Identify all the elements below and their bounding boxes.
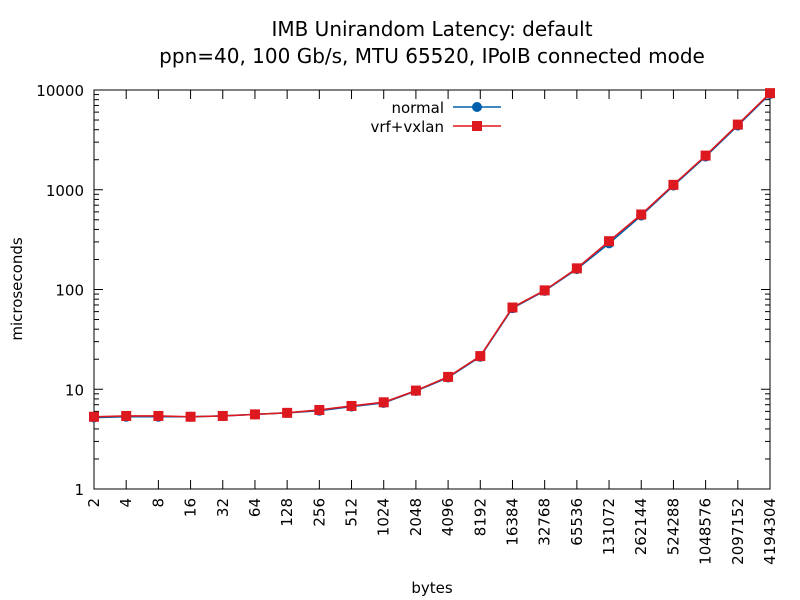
x-tick-label: 524288	[664, 498, 682, 555]
data-point	[346, 400, 357, 411]
x-tick-label: 32	[214, 498, 232, 517]
data-point	[765, 88, 775, 99]
x-tick-label: 256	[310, 498, 328, 527]
x-tick-label: 65536	[568, 498, 586, 546]
x-tick-label: 2048	[407, 498, 425, 536]
data-point	[475, 351, 486, 362]
data-point	[668, 179, 679, 190]
data-point	[217, 410, 228, 421]
x-tick-label: 16384	[503, 498, 521, 546]
x-tick-label: 1048576	[697, 498, 715, 565]
y-tick-label: 10	[65, 381, 84, 399]
y-tick-label: 10000	[36, 82, 84, 100]
legend-marker	[472, 121, 482, 131]
chart-title: IMB Unirandom Latency: default	[271, 17, 592, 41]
x-tick-label: 4096	[439, 498, 457, 536]
data-point	[153, 410, 164, 421]
data-point	[89, 411, 99, 422]
data-point	[121, 410, 132, 421]
series-line-1	[93, 92, 771, 418]
legend-label: normal	[391, 99, 444, 117]
data-point	[282, 407, 293, 418]
series-layer	[89, 88, 775, 423]
x-tick-label: 2097152	[729, 498, 747, 565]
data-point	[249, 409, 260, 420]
x-tick-label: 262144	[632, 498, 650, 555]
x-tick-label: 4	[117, 498, 135, 508]
x-axis-label: bytes	[411, 579, 453, 597]
data-point	[410, 385, 421, 396]
x-tick-label: 8192	[471, 498, 489, 536]
x-tick-label: 4194304	[761, 498, 779, 565]
data-point	[443, 371, 454, 382]
x-tick-label: 512	[343, 498, 361, 527]
x-tick-label: 16	[182, 498, 200, 517]
data-point	[378, 397, 389, 408]
series-line-0	[93, 93, 771, 419]
x-tick-label: 131072	[600, 498, 618, 555]
data-point	[604, 236, 615, 247]
x-tick-label: 128	[278, 498, 296, 527]
y-tick-label: 1	[74, 481, 84, 499]
data-point	[571, 263, 582, 274]
data-point	[539, 285, 550, 296]
x-tick-label: 32768	[536, 498, 554, 546]
y-tick-label: 100	[55, 282, 84, 300]
x-tick-label: 8	[149, 498, 167, 508]
data-point	[700, 150, 711, 161]
x-tick-label: 64	[246, 498, 264, 517]
data-point	[185, 411, 196, 422]
plot-border	[93, 89, 771, 490]
y-axis-label: microseconds	[8, 237, 26, 341]
axes: 1 10 100 1000 10000 2 4 8 16 32 64 128 256 512 1024 204…	[36, 82, 779, 565]
x-tick-label: 1024	[375, 498, 393, 536]
data-point	[636, 209, 647, 220]
data-point	[314, 404, 325, 415]
y-tick-label: 1000	[46, 182, 84, 200]
legend-marker	[472, 102, 482, 112]
legend-label: vrf+vxlan	[370, 118, 444, 136]
data-point	[732, 119, 743, 130]
chart-subtitle: ppn=40, 100 Gb/s, MTU 65520, IPoIB conne…	[159, 44, 705, 68]
x-tick-label: 2	[85, 498, 103, 508]
data-point	[507, 302, 518, 313]
